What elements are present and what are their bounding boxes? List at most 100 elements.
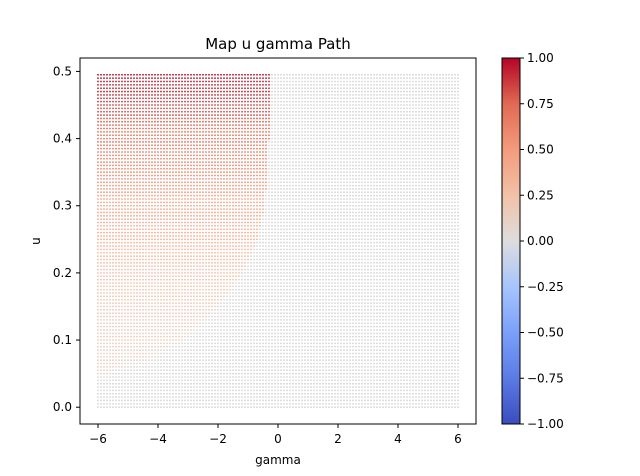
scatter-point xyxy=(364,362,366,365)
scatter-point xyxy=(157,272,159,274)
scatter-point xyxy=(340,396,342,399)
scatter-point xyxy=(403,342,405,345)
scatter-point xyxy=(121,392,123,395)
scatter-point xyxy=(358,315,360,318)
scatter-point xyxy=(226,312,228,315)
scatter-point xyxy=(151,345,153,348)
scatter-point xyxy=(259,352,261,355)
scatter-point xyxy=(385,345,387,348)
scatter-point xyxy=(328,389,330,392)
scatter-point xyxy=(181,359,183,362)
scatter-point xyxy=(421,332,423,335)
scatter-point xyxy=(196,386,198,388)
scatter-point xyxy=(238,329,240,331)
scatter-point xyxy=(436,325,438,328)
scatter-point xyxy=(208,312,210,315)
scatter-point xyxy=(415,305,417,308)
scatter-point xyxy=(361,406,363,409)
scatter-point xyxy=(445,402,447,405)
scatter-point xyxy=(448,278,450,281)
scatter-point xyxy=(427,315,429,318)
scatter-point xyxy=(130,345,132,348)
scatter-point xyxy=(100,389,102,392)
scatter-point xyxy=(337,399,339,402)
scatter-point xyxy=(445,376,447,378)
scatter-point xyxy=(271,295,273,298)
scatter-point xyxy=(274,362,276,365)
scatter-point xyxy=(424,389,426,392)
scatter-point xyxy=(307,278,309,281)
scatter-point xyxy=(244,352,246,355)
scatter-point xyxy=(286,329,288,331)
scatter-point xyxy=(373,322,375,325)
scatter-point xyxy=(439,339,441,341)
scatter-point xyxy=(154,275,156,278)
scatter-point xyxy=(124,319,126,321)
scatter-point xyxy=(412,282,414,284)
scatter-point xyxy=(187,268,189,271)
scatter-point xyxy=(103,329,105,331)
scatter-point xyxy=(373,339,375,341)
scatter-point xyxy=(235,322,237,325)
scatter-point xyxy=(283,392,285,395)
scatter-point xyxy=(241,355,243,358)
scatter-point xyxy=(436,369,438,372)
scatter-point xyxy=(400,285,402,288)
scatter-point xyxy=(433,406,435,409)
scatter-point xyxy=(124,305,126,308)
scatter-point xyxy=(292,292,294,294)
scatter-point xyxy=(337,362,339,365)
scatter-point xyxy=(154,369,156,372)
scatter-point xyxy=(421,396,423,399)
scatter-point xyxy=(103,342,105,345)
scatter-point xyxy=(439,342,441,345)
scatter-point xyxy=(97,359,99,362)
scatter-point xyxy=(412,329,414,331)
scatter-point xyxy=(184,308,186,311)
scatter-point xyxy=(133,329,135,331)
scatter-point xyxy=(121,402,123,405)
scatter-point xyxy=(400,352,402,355)
scatter-point xyxy=(250,399,252,402)
scatter-point xyxy=(304,272,306,274)
scatter-point xyxy=(223,362,225,365)
scatter-point xyxy=(115,355,117,358)
scatter-point xyxy=(364,292,366,294)
scatter-point xyxy=(220,315,222,318)
scatter-point xyxy=(139,282,141,284)
scatter-point xyxy=(301,329,303,331)
scatter-point xyxy=(193,402,195,405)
scatter-point xyxy=(142,402,144,405)
scatter-point xyxy=(403,389,405,392)
scatter-point xyxy=(424,399,426,402)
scatter-point xyxy=(223,352,225,355)
scatter-point xyxy=(295,278,297,281)
scatter-point xyxy=(418,345,420,348)
scatter-point xyxy=(202,302,204,305)
scatter-point xyxy=(373,298,375,301)
scatter-point xyxy=(106,308,108,311)
scatter-point xyxy=(265,285,267,288)
scatter-point xyxy=(334,355,336,358)
scatter-point xyxy=(436,339,438,341)
scatter-point xyxy=(100,272,102,274)
scatter-point xyxy=(388,352,390,355)
scatter-point xyxy=(316,312,318,315)
scatter-point xyxy=(352,295,354,298)
scatter-point xyxy=(370,332,372,335)
scatter-point xyxy=(448,355,450,358)
scatter-point xyxy=(331,329,333,331)
scatter-point xyxy=(175,382,177,385)
scatter-point xyxy=(331,372,333,375)
scatter-point xyxy=(388,379,390,382)
scatter-point xyxy=(232,339,234,341)
scatter-point xyxy=(424,382,426,385)
scatter-point xyxy=(433,372,435,375)
scatter-point xyxy=(430,308,432,311)
scatter-point xyxy=(445,389,447,392)
scatter-point xyxy=(262,386,264,388)
scatter-point xyxy=(448,295,450,298)
scatter-point xyxy=(256,298,258,301)
scatter-point xyxy=(427,278,429,281)
scatter-point xyxy=(103,272,105,274)
